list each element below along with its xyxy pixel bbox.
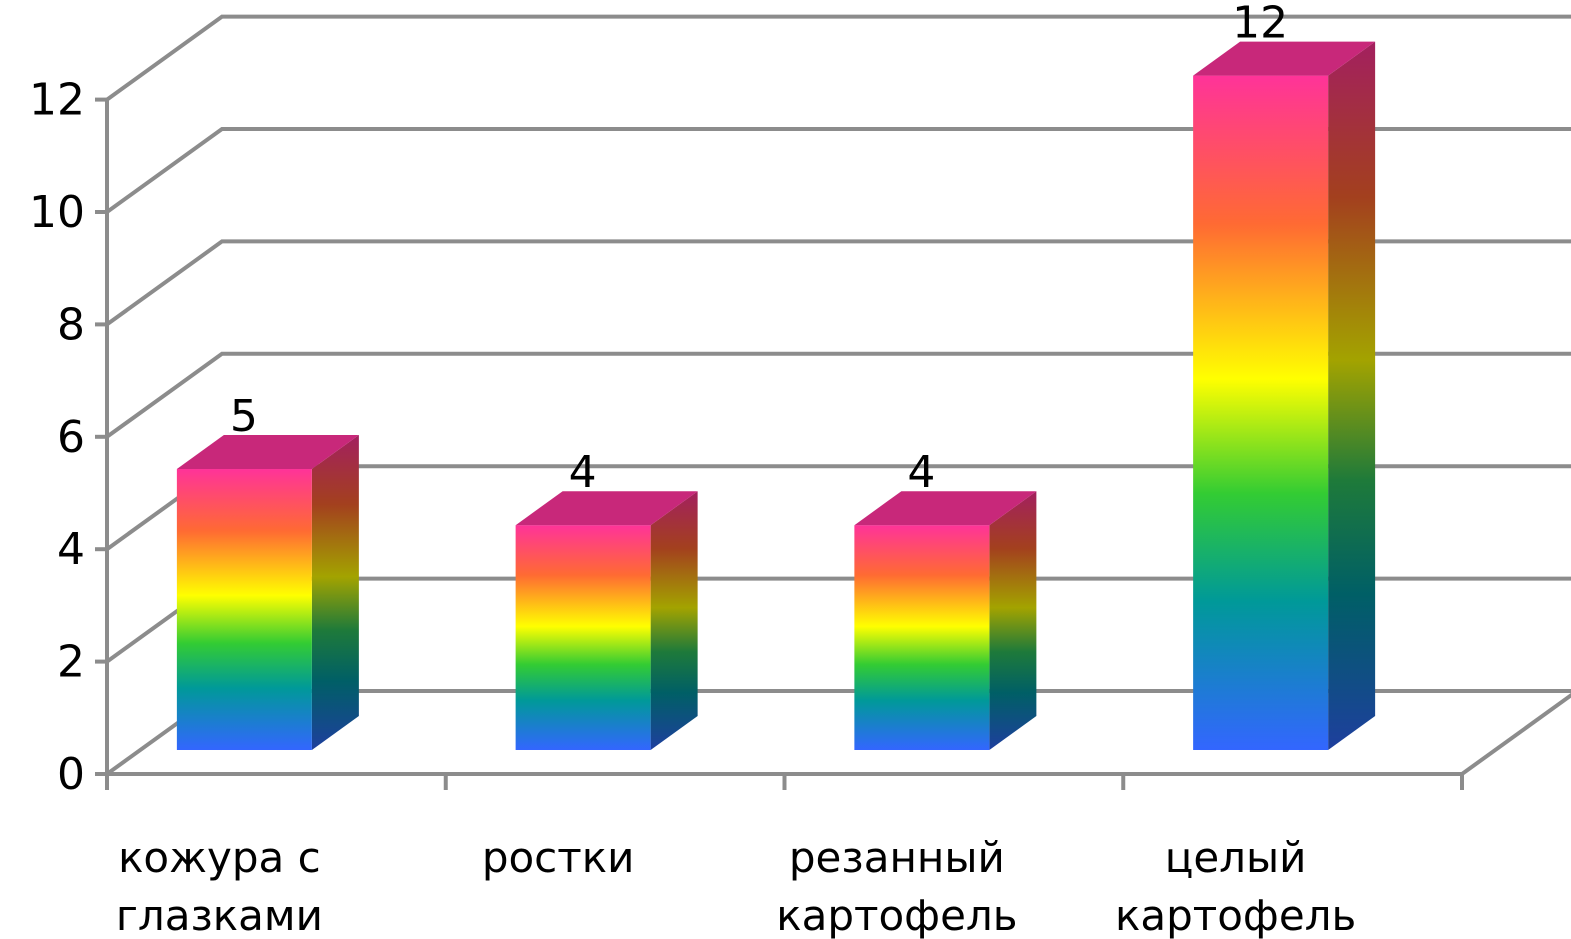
axes <box>95 97 1571 790</box>
x-category-label: глазками <box>116 891 323 939</box>
bar-side-face <box>989 491 1037 750</box>
x-category-label: кожура с <box>118 833 321 882</box>
bar-front-face <box>1193 75 1329 751</box>
gridline <box>105 14 1571 102</box>
bar <box>1193 41 1376 751</box>
x-category-label: картофель <box>1115 891 1356 939</box>
bar-side-face <box>311 435 359 750</box>
y-tick-label: 10 <box>29 187 85 238</box>
x-category-label: резанный <box>789 833 1005 882</box>
floor-edge <box>1460 692 1571 776</box>
bar-top-face <box>854 491 1037 526</box>
data-label: 5 <box>230 391 258 442</box>
y-tick-label: 6 <box>57 412 85 463</box>
gridline <box>105 127 1571 214</box>
bar-front-face <box>176 469 312 750</box>
bar-side-face <box>650 491 698 750</box>
x-category-label: картофель <box>776 891 1017 939</box>
y-tick-label: 4 <box>57 524 85 575</box>
data-label: 4 <box>569 447 597 498</box>
x-category-label: ростки <box>482 833 635 882</box>
x-category-label: целый <box>1165 833 1307 882</box>
bar-side-face <box>1328 41 1376 751</box>
y-tick-label: 8 <box>57 299 85 350</box>
bar-top-face <box>1193 41 1376 76</box>
gridline <box>105 351 1571 439</box>
y-tick-label: 0 <box>57 749 85 800</box>
bar-top-face <box>515 491 698 526</box>
bar <box>854 491 1037 750</box>
gridline <box>105 239 1571 327</box>
y-tick-label: 12 <box>29 75 85 126</box>
bar <box>176 435 359 750</box>
bar <box>515 491 698 750</box>
bars <box>176 41 1376 751</box>
data-label: 12 <box>1232 0 1288 49</box>
y-tick-label: 2 <box>57 637 85 688</box>
data-label: 4 <box>907 447 935 498</box>
bar-top-face <box>176 435 359 469</box>
labels: 0 2 4 6 8 10 12 5 кожура с глазками 4 ростки 4 резанн… <box>29 0 1356 939</box>
bar-front-face <box>515 525 651 750</box>
bar-front-face <box>854 525 990 750</box>
